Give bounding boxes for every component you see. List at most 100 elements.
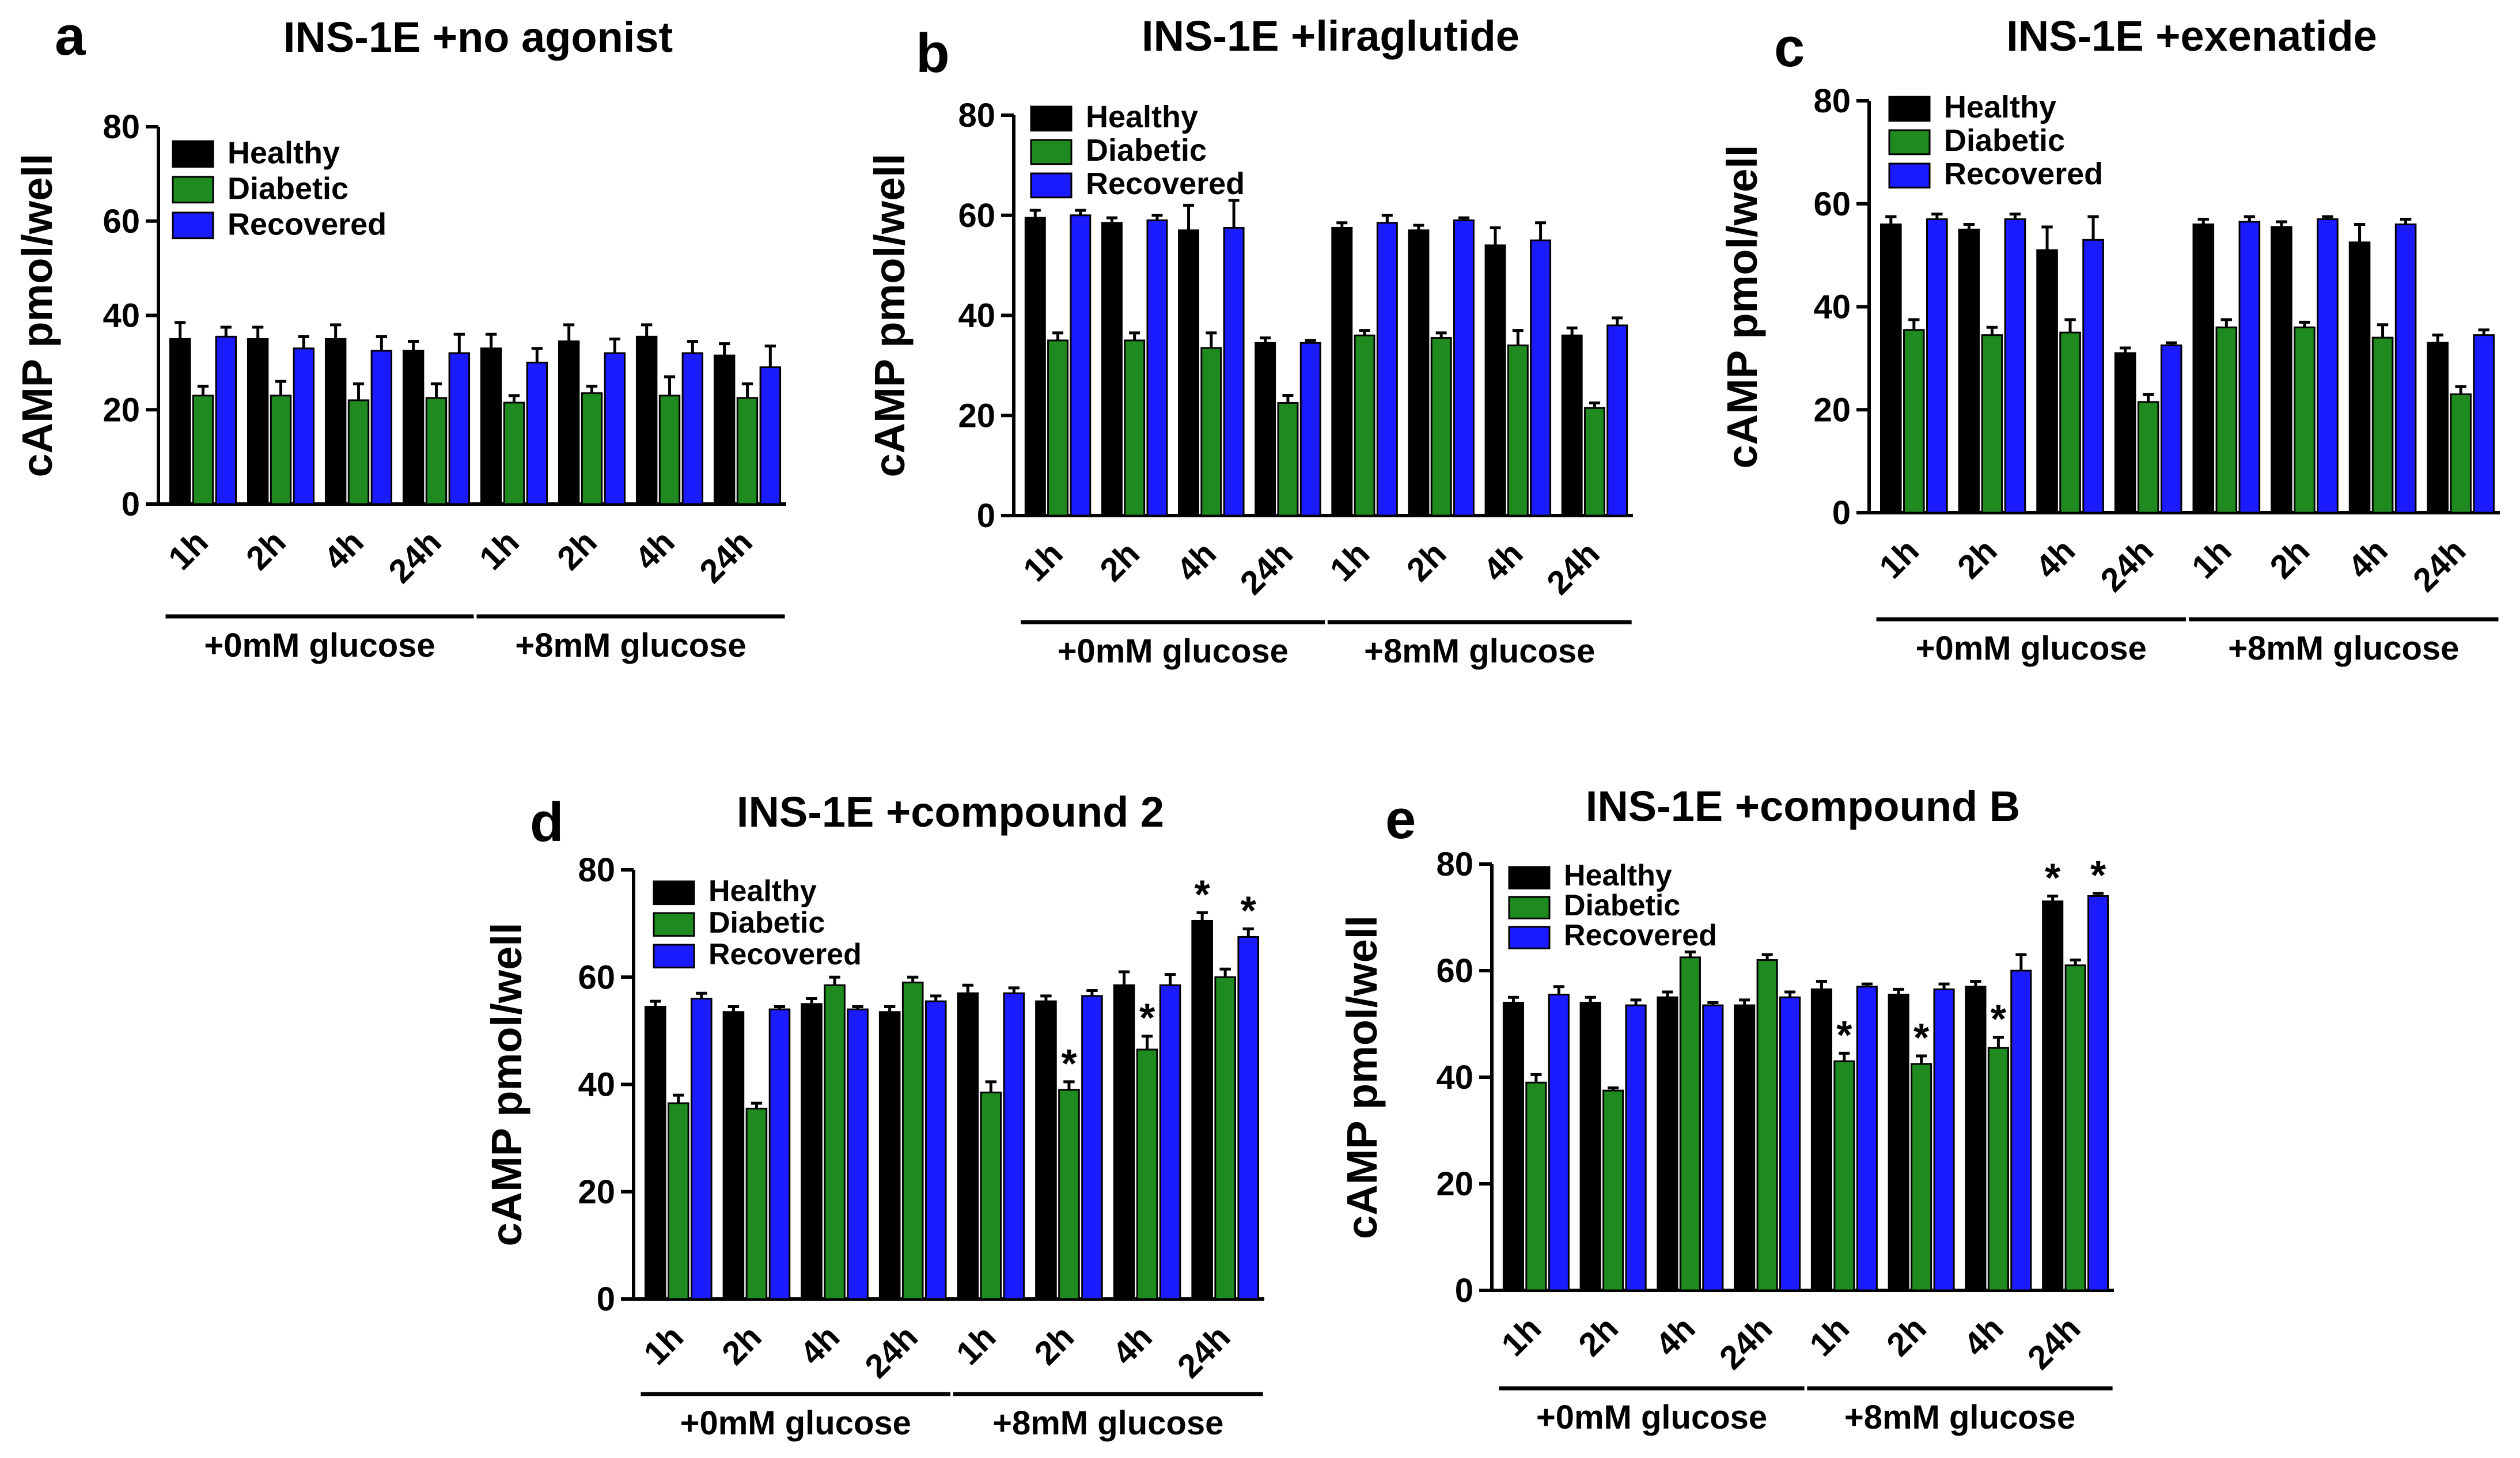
bar-healthy [1579,1002,1601,1292]
bar-healthy [247,338,269,505]
legend-swatch-healthy [1888,96,1931,122]
y-tick-label: 0 [122,486,140,523]
significance-star: * [1241,888,1257,933]
y-tick-label: 60 [1813,185,1851,223]
bar-recovered [1933,988,1955,1292]
chart-title: INS-1E +no agonist [283,13,673,61]
bar-recovered [2087,895,2109,1292]
y-tick-label: 0 [977,497,995,535]
legend-label-healthy: Healthy [1944,90,2056,124]
legend-swatch-healthy [1508,866,1551,889]
legend-label-healthy: Healthy [228,135,340,170]
legend-label-diabetic: Diabetic [1564,889,1680,922]
y-tick-label: 60 [1436,952,1473,990]
bar-diabetic [1987,1047,2009,1292]
legend-label-recovered: Recovered [1086,166,1245,201]
bar-healthy [2427,342,2449,514]
group-label: +8mM glucose [515,627,746,664]
y-tick-label: 20 [103,391,140,429]
bar-diabetic [736,397,759,505]
bar-healthy [635,335,658,505]
legend-label-diabetic: Diabetic [1944,123,2065,158]
legend-swatch-recovered [1888,162,1931,189]
y-tick-label: 40 [103,297,140,335]
bar-diabetic [2371,336,2394,514]
bar-recovered [847,1008,869,1300]
bar-recovered [1376,222,1398,517]
bar-diabetic [1430,337,1452,517]
bar-diabetic [824,984,846,1300]
bar-healthy [1561,334,1583,517]
y-tick-label: 60 [958,197,995,234]
bar-healthy [1255,342,1276,517]
group-label: +0mM glucose [204,627,435,664]
legend-label-healthy: Healthy [1086,100,1198,134]
legend-swatch-healthy [172,140,214,168]
legend-swatch-diabetic [1888,129,1931,156]
bar-recovered [1702,1004,1724,1292]
bar-diabetic [1903,329,1925,514]
bar-diabetic [1602,1089,1624,1292]
bar-recovered [1548,994,1570,1292]
bar-diabetic [1354,334,1375,517]
bar-recovered [526,361,548,505]
legend-swatch-diabetic [1030,139,1073,165]
bar-diabetic [425,397,448,505]
bar-healthy [1024,217,1046,517]
y-tick-label: 60 [103,203,140,240]
bar-diabetic [668,1102,689,1300]
bar-healthy [1880,224,1902,514]
y-tick-label: 20 [958,397,995,434]
bar-diabetic [1058,1089,1080,1300]
bar-diabetic [503,402,525,505]
y-tick-label: 40 [578,1066,615,1104]
bar-diabetic [1214,976,1236,1300]
legend-swatch-recovered [172,211,214,240]
chart-title: INS-1E +liraglutide [1142,12,1519,60]
bar-healthy [1178,229,1200,517]
bar-recovered [1237,936,1259,1300]
legend-label-diabetic: Diabetic [708,906,825,940]
bar-healthy [1113,984,1135,1300]
y-tick-label: 20 [1436,1165,1473,1203]
bar-diabetic [1277,402,1299,517]
bar-diabetic [1833,1060,1855,1292]
bar-healthy [1484,244,1506,517]
bar-recovered [759,366,782,505]
group-label: +8mM glucose [1844,1399,2075,1436]
bar-recovered [1003,992,1025,1300]
significance-star: * [2045,855,2061,900]
group-label: +0mM glucose [1536,1399,1767,1436]
bar-recovered [1926,218,1948,514]
bar-recovered [1146,219,1168,517]
bar-healthy [1408,229,1430,517]
legend-swatch-diabetic [1508,896,1551,919]
y-tick-label: 40 [958,297,995,335]
bar-diabetic [1136,1048,1158,1300]
bar-recovered [215,335,237,505]
chart-panel-e: e INS-1E +compound B cAMP pmol/well 0 20 40 60… [1338,782,2114,1436]
y-tick-label: 80 [958,97,995,134]
legend-label-diabetic: Diabetic [228,171,348,206]
y-tick-label: 0 [597,1281,615,1318]
y-axis-label: cAMP pmol/well [1338,915,1386,1239]
bar-diabetic [2294,326,2316,514]
bar-diabetic [192,395,214,505]
y-tick-label: 80 [578,851,615,889]
legend-label-recovered: Recovered [1564,919,1717,952]
y-tick-label: 80 [1436,846,1473,883]
bar-diabetic [1124,339,1146,517]
bar-recovered [370,350,393,505]
bar-healthy [1734,1004,1756,1292]
chart-panel-b: b INS-1E +liraglutide cAMP pmol/well 0 20 40 6… [866,12,1633,670]
bar-healthy [801,1003,823,1300]
chart-title: INS-1E +exenatide [2006,12,2377,60]
bar-diabetic [2064,964,2086,1292]
legend-swatch-healthy [653,880,695,906]
bar-recovered [1223,226,1245,517]
bar-diabetic [901,982,924,1300]
significance-star: * [1061,1041,1077,1086]
bar-recovered [2082,238,2104,514]
bar-healthy [713,354,736,505]
